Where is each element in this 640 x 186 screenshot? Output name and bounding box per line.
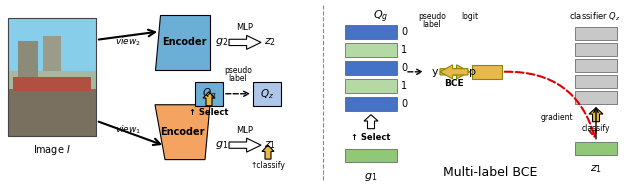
Text: ↑ Select: ↑ Select: [351, 133, 391, 142]
Text: p: p: [470, 67, 477, 77]
Text: $g_1$: $g_1$: [364, 171, 378, 183]
Text: 1: 1: [401, 45, 407, 55]
Bar: [575, 75, 617, 88]
Bar: [345, 43, 397, 57]
Bar: [345, 97, 397, 111]
Bar: [345, 25, 397, 39]
Text: 0: 0: [401, 27, 407, 37]
Bar: [575, 59, 617, 72]
Bar: [8, 18, 96, 136]
Bar: [253, 82, 281, 106]
Text: $Q_z$: $Q_z$: [260, 87, 274, 101]
Text: classifier $Q_z$: classifier $Q_z$: [570, 11, 621, 23]
Bar: [8, 18, 96, 136]
Text: logit: logit: [461, 12, 479, 21]
Text: label: label: [422, 20, 442, 29]
Text: $view_2$: $view_2$: [115, 36, 141, 48]
Bar: [345, 61, 397, 75]
Text: $view_1$: $view_1$: [115, 124, 141, 136]
Polygon shape: [364, 115, 378, 129]
Polygon shape: [229, 35, 261, 49]
Text: Encoder: Encoder: [163, 37, 207, 47]
Text: BCE: BCE: [444, 79, 464, 88]
Bar: [8, 89, 96, 136]
Text: pseudo: pseudo: [224, 66, 252, 75]
Text: $z_1$: $z_1$: [264, 139, 276, 151]
Text: 0: 0: [401, 63, 407, 73]
Bar: [8, 18, 96, 71]
Text: Image $I$: Image $I$: [33, 143, 71, 157]
Text: $Q_g$: $Q_g$: [202, 86, 216, 101]
Text: $z_1$: $z_1$: [590, 164, 602, 175]
Polygon shape: [440, 65, 470, 79]
Text: $g_2$: $g_2$: [215, 36, 228, 48]
Bar: [345, 79, 397, 93]
Text: MLP: MLP: [237, 23, 253, 32]
Polygon shape: [155, 105, 210, 160]
Polygon shape: [589, 108, 603, 122]
Text: 0: 0: [401, 99, 407, 109]
Polygon shape: [229, 138, 261, 152]
Text: Multi-label BCE: Multi-label BCE: [443, 166, 537, 179]
Text: MLP: MLP: [237, 126, 253, 135]
Polygon shape: [155, 15, 210, 70]
Bar: [575, 91, 617, 104]
Bar: [575, 142, 617, 155]
Polygon shape: [440, 65, 468, 79]
Text: classify: classify: [582, 124, 611, 133]
Bar: [345, 149, 397, 162]
Text: Encoder: Encoder: [160, 127, 205, 137]
Bar: [13, 77, 91, 91]
Bar: [43, 36, 61, 71]
Text: label: label: [228, 74, 248, 83]
Bar: [575, 27, 617, 40]
Text: $Q_g$: $Q_g$: [373, 9, 388, 25]
Text: $z_2$: $z_2$: [264, 36, 276, 48]
Text: ↑ ​Select: ↑ ​Select: [189, 108, 228, 117]
Text: 1: 1: [401, 81, 407, 91]
Polygon shape: [262, 145, 274, 159]
Text: gradient: gradient: [541, 113, 573, 122]
Text: pseudo: pseudo: [418, 12, 446, 21]
Bar: [18, 41, 38, 83]
Text: y: y: [432, 67, 438, 77]
Bar: [195, 82, 223, 106]
Polygon shape: [203, 92, 215, 106]
Text: ↑classify: ↑classify: [251, 161, 285, 170]
Text: $g_1$: $g_1$: [215, 139, 228, 151]
Bar: [575, 43, 617, 56]
Bar: [472, 65, 502, 79]
